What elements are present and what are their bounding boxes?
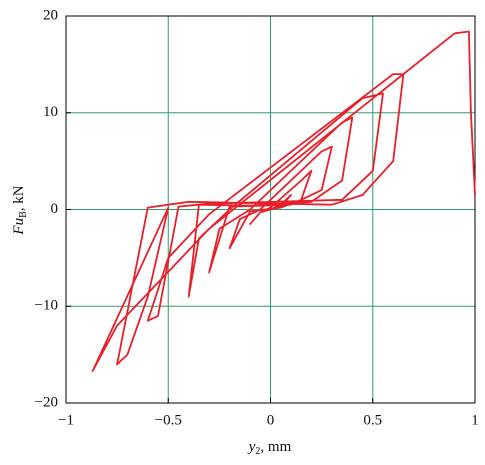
series-line bbox=[91, 30, 476, 372]
y-label-unit: , kN bbox=[11, 185, 27, 211]
y-tick-label: 10 bbox=[43, 104, 58, 120]
y-tick-label: 0 bbox=[51, 201, 59, 217]
x-axis-label: y2, mm bbox=[247, 439, 292, 457]
x-tick-label: −0.5 bbox=[155, 412, 182, 428]
x-label-main: y bbox=[247, 439, 256, 455]
x-tick-label: −1 bbox=[58, 412, 74, 428]
x-tick-label: 1 bbox=[471, 412, 479, 428]
x-label: y2, mm bbox=[247, 439, 292, 457]
y-label-main: Fu bbox=[11, 218, 27, 236]
y-label: FuB, kN bbox=[11, 185, 29, 235]
y-tick-label: 20 bbox=[43, 7, 58, 23]
x-label-sub: 2 bbox=[255, 446, 260, 457]
y-tick-label: −10 bbox=[35, 298, 58, 314]
y-label-sub: B bbox=[18, 211, 29, 218]
x-tick-label: 0 bbox=[267, 412, 275, 428]
plot-frame bbox=[65, 15, 476, 404]
x-tick-label: 0.5 bbox=[363, 412, 382, 428]
y-tick-label: −20 bbox=[35, 394, 58, 410]
x-label-unit: , mm bbox=[260, 439, 291, 455]
